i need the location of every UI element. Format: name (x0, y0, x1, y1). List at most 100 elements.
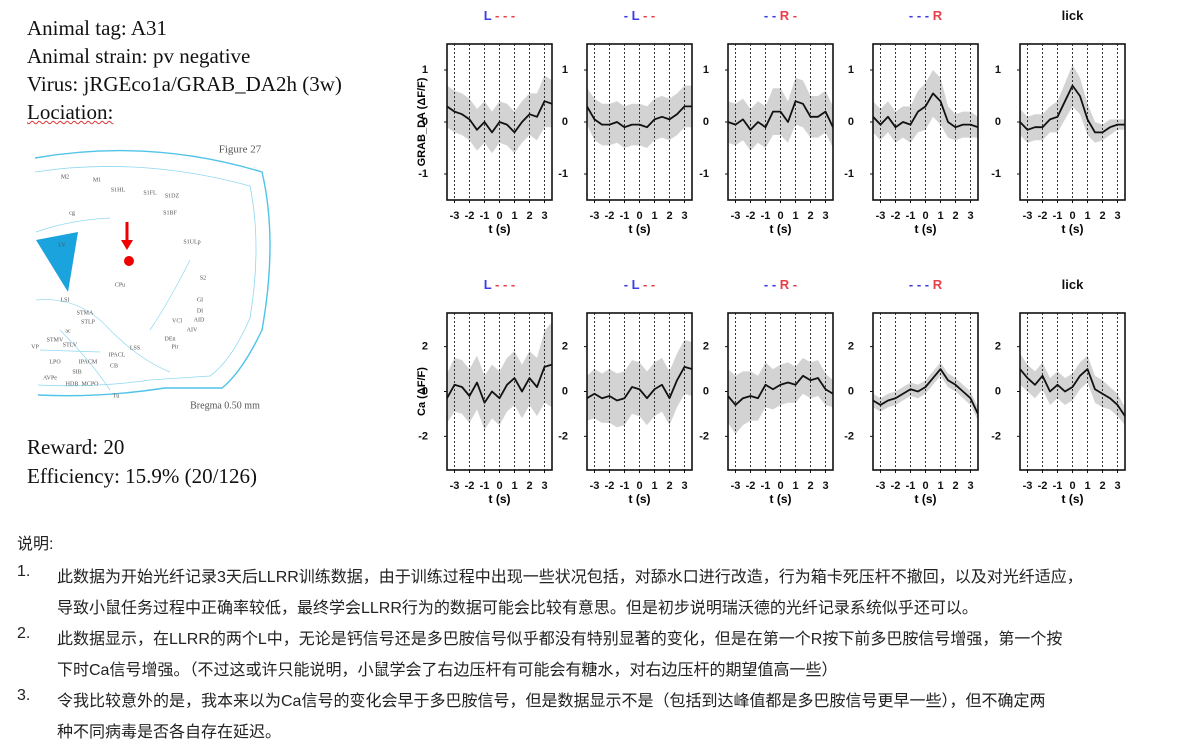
y-tick-label: 1 (562, 64, 568, 76)
atlas-label: DEn (165, 336, 176, 342)
note-line: 此数据显示，在LLRR的两个L中，无论是钙信号还是多巴胺信号似乎都没有特别显著的… (57, 631, 1063, 648)
atlas-label: cg (69, 210, 75, 216)
atlas-label: S1BF (163, 210, 177, 216)
note-line: 种不同病毒是否各自存在延迟。 (57, 724, 282, 741)
title-part: - - (639, 277, 655, 292)
x-tick-label: 2 (666, 210, 672, 222)
x-tick-label: -1 (480, 480, 490, 492)
x-tick-label: -2 (746, 480, 756, 492)
y-tick-label: -1 (844, 168, 854, 180)
atlas-label: STMA (77, 310, 94, 316)
y-tick-label: 0 (703, 116, 709, 128)
axes-frame (727, 43, 834, 201)
x-tick-label: -2 (1038, 480, 1048, 492)
x-tick-label: -2 (465, 210, 475, 222)
x-axis-label: t (s) (489, 492, 511, 506)
title-part: - - (764, 8, 780, 23)
info-line: Virus: jRGEco1a/GRAB_DA2h (3w) (27, 72, 342, 96)
atlas-label: IPACM (79, 359, 98, 365)
x-axis-label: t (s) (489, 222, 511, 236)
x-axis-label: t (s) (770, 492, 792, 506)
chart-title: - - - R (909, 8, 943, 23)
y-tick-label: 0 (848, 116, 854, 128)
info-line: Animal tag: A31 (27, 16, 167, 40)
atlas-label: S1HL (111, 187, 126, 193)
x-tick-label: 2 (952, 210, 958, 222)
atlas-label: AIV (187, 327, 198, 333)
title-part: - - - (491, 8, 515, 23)
atlas-label: MCPO (81, 381, 99, 387)
error-band (587, 339, 692, 428)
x-axis-label: t (s) (629, 492, 651, 506)
atlas-label: STLP (81, 319, 96, 325)
x-tick-label: 3 (541, 210, 547, 222)
x-tick-label: -2 (1038, 210, 1048, 222)
chart-title: - - R - (764, 277, 797, 292)
mean-line (1020, 368, 1125, 417)
atlas-label: Pir (171, 344, 178, 350)
x-tick-label: 0 (636, 210, 642, 222)
x-tick-label: 0 (922, 480, 928, 492)
y-tick-label: 2 (562, 341, 568, 353)
mean-line (873, 92, 978, 129)
x-tick-label: 3 (822, 480, 828, 492)
x-tick-label: 3 (967, 210, 973, 222)
x-tick-label: 0 (496, 480, 502, 492)
x-tick-label: 2 (526, 210, 532, 222)
notes-heading: 说明: (17, 536, 54, 553)
axes-frame (1019, 312, 1126, 471)
mean-line (587, 365, 692, 402)
chart-title: lick (1062, 277, 1084, 292)
x-axis-label: t (s) (915, 492, 937, 506)
x-tick-label: 3 (1114, 210, 1120, 222)
y-tick-label: -1 (699, 168, 709, 180)
x-axis-label: t (s) (1062, 222, 1084, 236)
title-part: - L (624, 8, 640, 23)
error-band (873, 362, 978, 421)
x-tick-label: 1 (511, 480, 517, 492)
x-tick-label: -1 (761, 210, 771, 222)
atlas-outline (34, 149, 271, 397)
x-tick-label: 2 (952, 480, 958, 492)
x-tick-label: 2 (1099, 210, 1105, 222)
atlas-label: S1FL (143, 190, 157, 196)
x-axis-label: t (s) (770, 222, 792, 236)
x-tick-label: -3 (590, 480, 600, 492)
chart-title: lick (1062, 8, 1084, 23)
y-tick-label: 0 (422, 116, 428, 128)
x-tick-label: -3 (450, 210, 460, 222)
title-part: lick (1062, 277, 1084, 292)
y-tick-label: -2 (991, 430, 1001, 442)
y-tick-label: 2 (848, 341, 854, 353)
x-tick-label: -3 (590, 210, 600, 222)
atlas-label: S1DZ (165, 193, 180, 199)
chart-title: - - R - (764, 8, 797, 23)
atlas-label: M2 (61, 174, 69, 180)
info-line: Animal strain: pv negative (27, 44, 251, 68)
y-tick-label: -1 (558, 168, 568, 180)
x-tick-label: 2 (807, 480, 813, 492)
y-tick-label: 1 (422, 64, 428, 76)
x-tick-label: 0 (922, 210, 928, 222)
x-tick-label: 0 (1069, 480, 1075, 492)
y-tick-label: 0 (995, 385, 1001, 397)
atlas-label: M1 (93, 177, 101, 183)
x-tick-label: 3 (681, 210, 687, 222)
y-tick-label: 1 (703, 64, 709, 76)
x-tick-label: 0 (777, 210, 783, 222)
title-part: - - (639, 8, 655, 23)
atlas-outline (35, 217, 191, 391)
target-dot (124, 256, 134, 266)
atlas-label: ac (65, 328, 71, 334)
y-tick-label: 0 (848, 385, 854, 397)
mean-line (873, 368, 978, 415)
chart-title: - L - - (624, 8, 656, 23)
figure-bregma: Bregma 0.50 mm (190, 400, 260, 411)
note-line: 此数据为开始光纤记录3天后LLRR训练数据，由于训练过程中出现一些状况包括，对舔… (57, 569, 1083, 586)
x-tick-label: -1 (620, 210, 630, 222)
x-tick-label: -3 (731, 210, 741, 222)
note-line: 令我比较意外的是，我本来以为Ca信号的变化会早于多巴胺信号，但是数据显示不是（包… (57, 693, 1046, 710)
atlas-label: IPACL (109, 352, 126, 358)
x-tick-label: 3 (541, 480, 547, 492)
x-tick-label: 3 (967, 480, 973, 492)
